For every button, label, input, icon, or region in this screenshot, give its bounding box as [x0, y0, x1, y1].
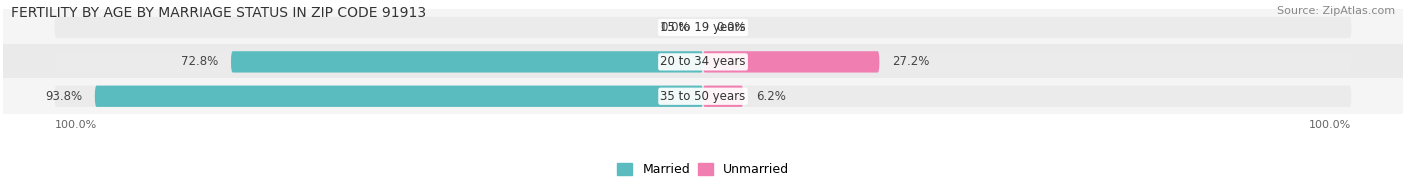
FancyBboxPatch shape: [55, 51, 1351, 73]
Text: 72.8%: 72.8%: [181, 55, 218, 68]
FancyBboxPatch shape: [703, 86, 744, 107]
Text: FERTILITY BY AGE BY MARRIAGE STATUS IN ZIP CODE 91913: FERTILITY BY AGE BY MARRIAGE STATUS IN Z…: [11, 6, 426, 20]
FancyBboxPatch shape: [703, 51, 879, 73]
Text: 35 to 50 years: 35 to 50 years: [661, 90, 745, 103]
Bar: [0, 9, 1406, 46]
Text: 93.8%: 93.8%: [45, 90, 82, 103]
Bar: [0, 44, 1406, 80]
Text: 100.0%: 100.0%: [1309, 120, 1351, 130]
Text: 15 to 19 years: 15 to 19 years: [661, 21, 745, 34]
Text: 6.2%: 6.2%: [756, 90, 786, 103]
FancyBboxPatch shape: [55, 17, 1351, 38]
Legend: Married, Unmarried: Married, Unmarried: [617, 163, 789, 176]
Text: Source: ZipAtlas.com: Source: ZipAtlas.com: [1277, 6, 1395, 16]
FancyBboxPatch shape: [231, 51, 703, 73]
Text: 27.2%: 27.2%: [893, 55, 929, 68]
Text: 0.0%: 0.0%: [716, 21, 745, 34]
Text: 100.0%: 100.0%: [55, 120, 97, 130]
Bar: [0, 78, 1406, 114]
Text: 20 to 34 years: 20 to 34 years: [661, 55, 745, 68]
FancyBboxPatch shape: [94, 86, 703, 107]
FancyBboxPatch shape: [55, 86, 1351, 107]
Text: 0.0%: 0.0%: [661, 21, 690, 34]
